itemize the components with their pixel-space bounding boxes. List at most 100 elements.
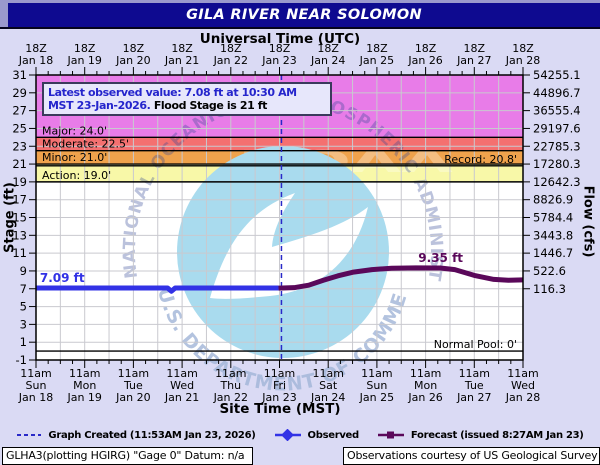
stage-tick-label: 31 xyxy=(12,68,27,82)
annotation-line2-black: Flood Stage is 21 ft xyxy=(150,99,268,112)
stage-tick-label: 3 xyxy=(20,317,27,331)
mst-day-label: Mon xyxy=(73,379,96,392)
observed-line xyxy=(36,285,279,294)
mst-date-label: Jan 21 xyxy=(164,391,199,404)
threshold-label: Action: 19.0' xyxy=(42,169,111,182)
mst-date-label: Jan 22 xyxy=(213,391,248,404)
mst-time-label: 11am xyxy=(69,367,100,380)
mst-time-label: 11am xyxy=(507,367,538,380)
utc-date-label: Jan 26 xyxy=(407,54,442,67)
flow-tick-label: 44896.7 xyxy=(533,86,581,100)
stage-tick-label: 19 xyxy=(12,175,27,189)
stage-tick-label: 25 xyxy=(12,121,27,135)
mst-date-label: Jan 25 xyxy=(359,391,394,404)
mst-date-label: Jan 26 xyxy=(407,391,442,404)
mst-time-label: 11am xyxy=(215,367,246,380)
utc-date-label: Jan 24 xyxy=(310,54,345,67)
utc-tick-label: 18Z xyxy=(171,42,193,55)
mst-day-label: Thu xyxy=(219,379,241,392)
utc-tick-label: 18Z xyxy=(464,42,486,55)
mst-time-label: 11am xyxy=(459,367,490,380)
threshold-label: Normal Pool: 0' xyxy=(434,338,517,351)
threshold-label: Major: 24.0' xyxy=(42,124,107,137)
annotation-line1: Latest observed value: 7.08 ft at 10:30 … xyxy=(48,86,297,99)
utc-tick-label: 18Z xyxy=(123,42,145,55)
flow-tick-label: 116.3 xyxy=(533,282,566,296)
mst-time-label: 11am xyxy=(361,367,392,380)
utc-tick-label: 18Z xyxy=(317,42,339,55)
stage-tick-label: 23 xyxy=(12,139,27,153)
observed-value-label: 7.09 ft xyxy=(40,271,85,285)
threshold-label: Record: 20.8' xyxy=(444,153,517,166)
mst-day-label: Wed xyxy=(170,379,194,392)
utc-date-label: Jan 28 xyxy=(505,54,540,67)
flow-axis-title: Flow (cfs) xyxy=(580,185,596,258)
mst-date-label: Jan 18 xyxy=(18,391,53,404)
mst-day-label: Tue xyxy=(123,379,143,392)
utc-date-label: Jan 23 xyxy=(261,54,296,67)
observed-marker-icon xyxy=(274,429,301,441)
mst-date-label: Jan 27 xyxy=(456,391,491,404)
utc-date-label: Jan 18 xyxy=(18,54,53,67)
flow-tick-label: 54255.1 xyxy=(533,68,581,82)
forecast-value-label: 9.35 ft xyxy=(418,251,463,265)
stage-tick-label: -1 xyxy=(16,353,27,367)
mst-day-label: Sun xyxy=(26,379,47,392)
observations-credit-box: Observations courtesy of US Geological S… xyxy=(343,447,600,465)
stage-tick-label: 17 xyxy=(12,193,27,207)
stage-tick-label: 29 xyxy=(12,86,27,100)
mst-day-label: Sun xyxy=(366,379,387,392)
flow-tick-label: 29197.6 xyxy=(533,121,581,135)
stage-tick-label: 13 xyxy=(12,228,27,242)
utc-date-label: Jan 20 xyxy=(115,54,150,67)
title-bar: GILA RIVER NEAR SOLOMON xyxy=(8,3,600,27)
mst-date-label: Jan 24 xyxy=(310,391,345,404)
mst-day-label: Fri xyxy=(273,379,286,392)
stage-tick-label: 27 xyxy=(12,104,27,118)
flow-tick-label: 3443.8 xyxy=(533,228,573,242)
graph-created-line-icon xyxy=(17,434,42,436)
mst-time-label: 11am xyxy=(410,367,441,380)
utc-tick-label: 18Z xyxy=(512,42,534,55)
stage-axis-title: Stage (ft) xyxy=(2,182,18,253)
stage-tick-label: 7 xyxy=(20,282,27,296)
mst-date-label: Jan 20 xyxy=(115,391,150,404)
utc-axis-title: Universal Time (UTC) xyxy=(199,31,361,47)
threshold-label: Minor: 21.0' xyxy=(42,151,107,164)
mst-time-label: 11am xyxy=(166,367,197,380)
legend: Graph Created (11:53AM Jan 23, 2026) Obs… xyxy=(0,429,600,441)
title-bar-shadow xyxy=(0,27,600,29)
gage-info-box: GLHA3(plotting HGIRG) "Gage 0" Datum: n/… xyxy=(2,447,253,465)
mst-date-label: Jan 19 xyxy=(66,391,101,404)
flow-tick-label: 17280.3 xyxy=(533,157,581,171)
utc-tick-label: 18Z xyxy=(269,42,291,55)
flow-tick-label: 22785.3 xyxy=(533,139,581,153)
legend-created-label: Graph Created (11:53AM Jan 23, 2026) xyxy=(48,429,256,441)
utc-tick-label: 18Z xyxy=(366,42,388,55)
annotation-line2-blue: MST 23-Jan-2026. xyxy=(48,99,151,112)
flow-tick-label: 8826.9 xyxy=(533,193,573,207)
site-time-axis-title: Site Time (MST) xyxy=(219,401,341,417)
mst-time-label: 11am xyxy=(264,367,295,380)
mst-day-label: Wed xyxy=(511,379,535,392)
forecast-marker-icon xyxy=(377,431,404,439)
utc-tick-label: 18Z xyxy=(415,42,437,55)
stage-tick-label: 1 xyxy=(20,335,27,349)
mst-time-label: 11am xyxy=(118,367,149,380)
utc-date-label: Jan 27 xyxy=(456,54,491,67)
utc-date-label: Jan 19 xyxy=(66,54,101,67)
mst-time-label: 11am xyxy=(312,367,343,380)
mst-date-label: Jan 23 xyxy=(261,391,296,404)
stage-tick-label: 11 xyxy=(12,246,27,260)
latest-observed-annotation: Latest observed value: 7.08 ft at 10:30 … xyxy=(42,82,332,116)
mst-day-label: Sat xyxy=(319,379,338,392)
stage-tick-label: 9 xyxy=(20,264,27,278)
utc-tick-label: 18Z xyxy=(74,42,96,55)
page-title: GILA RIVER NEAR SOLOMON xyxy=(186,7,422,23)
mst-date-label: Jan 28 xyxy=(505,391,540,404)
legend-forecast-label: Forecast (issued 8:27AM Jan 23) xyxy=(410,429,584,441)
title-bar-strip: GILA RIVER NEAR SOLOMON xyxy=(0,0,600,29)
utc-date-label: Jan 22 xyxy=(213,54,248,67)
